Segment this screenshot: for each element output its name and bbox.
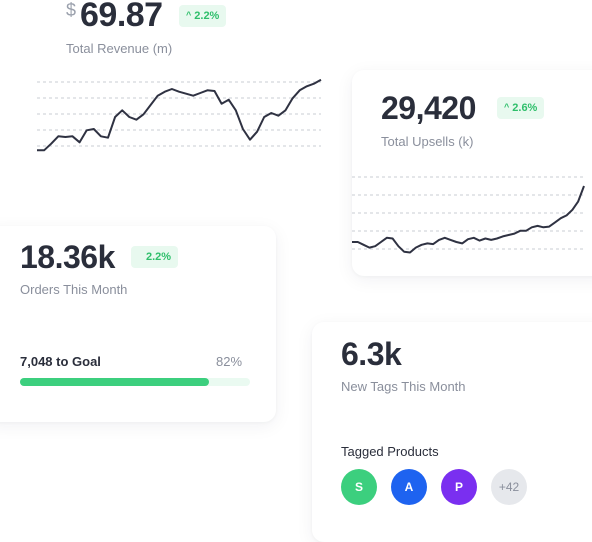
revenue-currency: $	[66, 0, 77, 20]
avatar-more[interactable]: +42	[491, 469, 527, 505]
orders-change: 2.2%	[146, 251, 172, 263]
upsells-change-badge: ^ 2.6%	[497, 97, 545, 119]
tagged-products-title: Tagged Products	[341, 444, 439, 459]
upsells-chart	[352, 176, 585, 254]
tags-card	[312, 322, 592, 542]
upsells-card	[352, 70, 592, 276]
revenue-line	[37, 78, 322, 152]
avatar-letter: P	[454, 480, 463, 494]
upsells-gridlines	[352, 176, 584, 250]
revenue-change: 2.2%	[194, 10, 220, 22]
arrow-up-icon: ^	[186, 10, 192, 20]
avatar-s[interactable]: S	[341, 469, 377, 505]
avatar-p[interactable]: P	[441, 469, 477, 505]
revenue-chart	[37, 78, 322, 152]
orders-value: 18.36k	[20, 239, 115, 275]
upsells-value: 29,420	[381, 90, 476, 126]
revenue-value: 69.87	[80, 0, 163, 34]
avatar-letter: S	[354, 480, 363, 494]
tags-value: 6.3k	[341, 336, 402, 372]
upsells-label: Total Upsells (k)	[381, 134, 474, 149]
revenue-label: Total Revenue (m)	[66, 41, 173, 56]
goal-progress-fill	[20, 378, 209, 386]
goal-percent: 82%	[216, 354, 243, 369]
goal-label: 7,048 to Goal	[20, 354, 101, 369]
upsells-change: 2.6%	[512, 102, 538, 114]
avatar-a[interactable]: A	[391, 469, 427, 505]
arrow-up-icon: ^	[504, 102, 510, 112]
tags-label: New Tags This Month	[341, 379, 466, 394]
avatar-letter: A	[404, 480, 414, 494]
orders-label: Orders This Month	[20, 282, 128, 297]
upsells-line	[352, 185, 585, 254]
revenue-change-badge: ^ 2.2%	[179, 5, 227, 27]
goal-progress-track	[20, 378, 250, 386]
orders-change-badge: 2.2%	[131, 246, 179, 268]
avatar-more-count: +42	[498, 480, 520, 494]
